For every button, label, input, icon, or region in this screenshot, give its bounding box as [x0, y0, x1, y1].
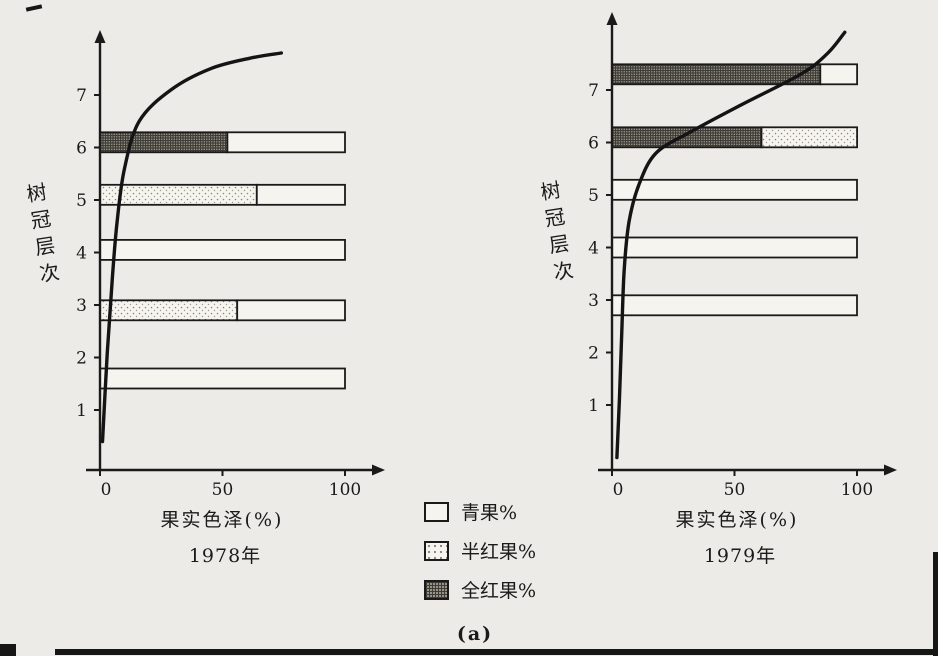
bar-segment — [99, 238, 346, 261]
bar-segment — [226, 131, 346, 154]
scan-artifact-corner — [0, 644, 16, 656]
bar-segment — [760, 126, 858, 149]
y-tick-label: 6 — [76, 139, 87, 159]
y-tick-label: 3 — [588, 291, 599, 311]
y-tick-label: 4 — [76, 244, 87, 264]
y-axis-arrow-icon — [606, 12, 618, 25]
y-tick-label: 1 — [76, 401, 87, 421]
year-label-1979: 1979年 — [703, 545, 777, 567]
legend-item-plain: 青果% — [424, 498, 536, 525]
bar-segment — [236, 299, 346, 322]
legend-label: 半红果% — [461, 541, 537, 563]
x-axis-arrow-icon — [372, 464, 385, 476]
x-tick-label: 50 — [724, 480, 746, 500]
bar-segment — [611, 126, 763, 149]
bar-segment — [255, 183, 346, 206]
bar-segment — [99, 131, 229, 154]
legend-item-dots: 半红果% — [424, 537, 536, 564]
legend-item-hatch: 全红果% — [424, 576, 536, 603]
x-axis-arrow-icon — [884, 464, 897, 476]
y-tick-label: 7 — [588, 81, 599, 101]
x-axis-title-1978: 果实色泽(%) — [160, 509, 284, 531]
x-tick-label: 0 — [101, 480, 112, 500]
scan-artifact-right-edge — [933, 552, 938, 656]
y-tick-label: 1 — [588, 396, 599, 416]
y-tick-label: 3 — [76, 296, 87, 316]
x-tick-label: 50 — [212, 480, 234, 500]
y-tick-label: 2 — [76, 349, 87, 369]
x-tick-label: 100 — [841, 480, 873, 500]
figure-caption: (a) — [456, 623, 494, 645]
legend-swatch-dots — [424, 540, 449, 561]
legend-label: 全红果% — [461, 580, 537, 602]
chart-1978年: 1 2 3 4 5 6 7 0 50 100 — [76, 30, 385, 500]
y-axis-arrow-icon — [94, 30, 106, 43]
x-axis-title-1979: 果实色泽(%) — [675, 509, 799, 531]
bar-segment — [99, 367, 346, 390]
legend-swatch-hatch — [424, 579, 449, 600]
x-tick-label: 0 — [613, 480, 624, 500]
y-tick-label: 5 — [76, 191, 87, 211]
bar-segment — [99, 299, 239, 322]
ripening-curve — [100, 51, 283, 444]
scan-artifact-bottom-edge — [55, 649, 938, 655]
chart-1979年: 1 2 3 4 5 6 7 0 50 100 — [588, 12, 897, 500]
y-tick-label: 5 — [588, 186, 599, 206]
bar-segment — [99, 183, 258, 206]
bar-segment — [611, 294, 858, 317]
bar-segment — [611, 236, 858, 259]
year-label-1978: 1978年 — [188, 545, 262, 567]
y-tick-label: 7 — [76, 86, 87, 106]
bar-segment — [611, 178, 858, 201]
x-tick-label: 100 — [329, 480, 361, 500]
y-tick-label: 6 — [588, 134, 599, 154]
legend-swatch-plain — [424, 501, 449, 522]
legend-label: 青果% — [461, 502, 518, 524]
bar-segment — [819, 63, 858, 86]
ripening-curve — [615, 30, 847, 460]
legend: 青果% 半红果% 全红果% — [424, 498, 536, 615]
y-tick-label: 4 — [588, 239, 599, 259]
y-tick-label: 2 — [588, 344, 599, 364]
